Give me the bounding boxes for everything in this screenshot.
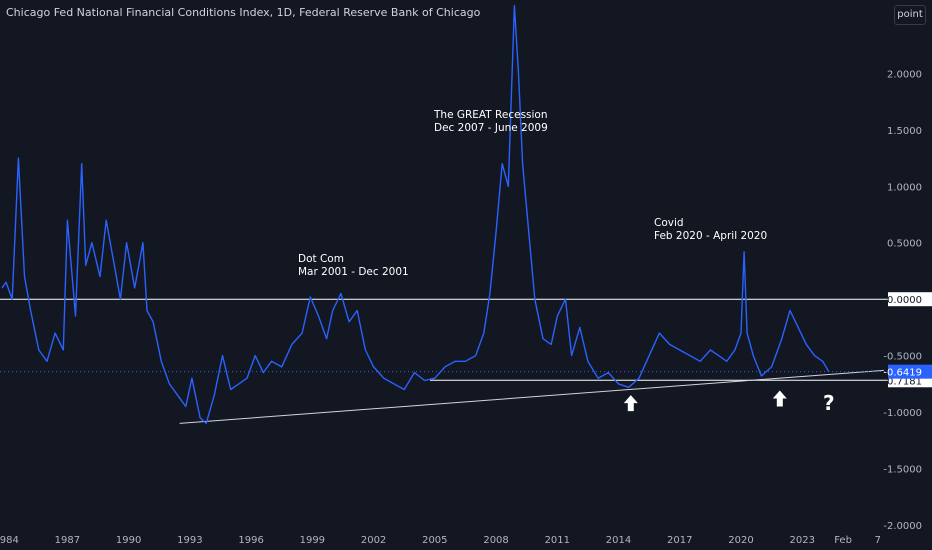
chart-title: Chicago Fed National Financial Condition… bbox=[6, 6, 481, 19]
y-tick-label: 1.0000 bbox=[887, 182, 922, 193]
y-tick-label: -1.5000 bbox=[883, 465, 922, 476]
x-tick-label: 2005 bbox=[422, 535, 447, 546]
x-tick-label: 1984 bbox=[0, 535, 19, 546]
x-tick-label: 1996 bbox=[238, 535, 263, 546]
support-level-label: -0.7181 bbox=[883, 376, 922, 387]
x-tick-label: 1999 bbox=[300, 535, 325, 546]
series-group bbox=[0, 4, 888, 425]
x-tick-label: 1990 bbox=[116, 535, 141, 546]
price-badges: 0.0000 -0.7181-0.6419 bbox=[883, 292, 932, 388]
x-tick-label: 2014 bbox=[606, 535, 631, 546]
x-tick-label: 7 bbox=[875, 535, 881, 546]
current-value-label-bg bbox=[888, 364, 932, 379]
annotation-dotcom-dates: Mar 2001 - Dec 2001 bbox=[298, 266, 409, 278]
annotation-gfc-dates: Dec 2007 - June 2009 bbox=[434, 122, 548, 134]
current-value-label: -0.6419 bbox=[883, 368, 922, 379]
x-tick-label: 1993 bbox=[177, 535, 202, 546]
x-tick-label: 2002 bbox=[361, 535, 386, 546]
y-tick-label: 0.5000 bbox=[887, 239, 922, 250]
up-arrow-icon bbox=[772, 390, 787, 407]
x-tick-label: 2008 bbox=[483, 535, 508, 546]
x-axis: 1984 1987 1990 1993 1996 1999 2002 2005 2008 2011… bbox=[0, 535, 881, 546]
question-mark: ? bbox=[823, 391, 835, 415]
scale-mode-button[interactable]: point bbox=[894, 5, 926, 25]
trendline bbox=[179, 369, 884, 424]
x-tick-label: 1987 bbox=[55, 535, 80, 546]
zero-level-label: 0.0000 bbox=[887, 295, 922, 306]
trendline-group bbox=[179, 369, 884, 424]
x-tick-label: 2011 bbox=[545, 535, 570, 546]
zero-level-label-bg bbox=[888, 292, 932, 307]
series-line bbox=[1, 4, 830, 425]
x-tick-label: 2023 bbox=[790, 535, 815, 546]
annotation-dotcom-title: Dot Com bbox=[298, 253, 344, 265]
y-tick-label: -1.0000 bbox=[883, 408, 922, 419]
x-tick-label: Feb bbox=[834, 535, 852, 546]
annotation-covid-title: Covid bbox=[654, 217, 684, 229]
y-tick-label: -0.5000 bbox=[883, 352, 922, 363]
marks-group: ? bbox=[623, 390, 835, 415]
up-arrow-icon bbox=[623, 395, 638, 412]
y-tick-label: -2.0000 bbox=[883, 521, 922, 532]
y-tick-label: 1.5000 bbox=[887, 126, 922, 137]
x-tick-label: 2020 bbox=[728, 535, 753, 546]
x-tick-label: 2017 bbox=[667, 535, 692, 546]
annotation-covid-dates: Feb 2020 - April 2020 bbox=[654, 230, 767, 242]
y-tick-label: 2.0000 bbox=[887, 69, 922, 80]
annotation-gfc-title: The GREAT Recession bbox=[433, 109, 548, 121]
annotations-group: Dot Com Mar 2001 - Dec 2001 The GREAT Re… bbox=[298, 109, 767, 278]
horizontal-levels bbox=[0, 298, 888, 381]
